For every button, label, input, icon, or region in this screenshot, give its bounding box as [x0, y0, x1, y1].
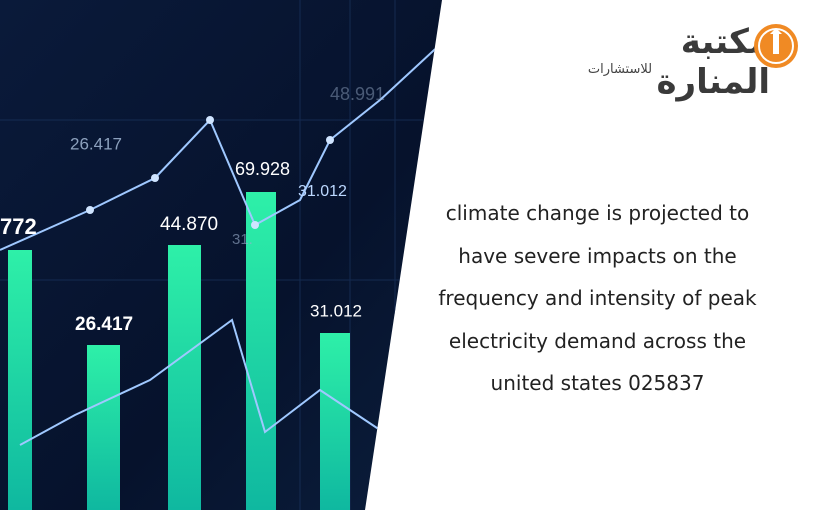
logo-subtitle: للاستشارات	[587, 62, 653, 77]
photo-background	[0, 0, 442, 510]
photo-line-points	[86, 116, 334, 229]
caption-line: climate change is projected to	[445, 201, 750, 225]
photo-label: 44.870	[160, 214, 218, 235]
photo-label: 26.417	[70, 134, 122, 153]
caption-line: have severe impacts on the	[458, 243, 737, 268]
photo-label: 26.417	[75, 314, 133, 335]
photo-label: 31.012	[298, 183, 347, 200]
photo-label: 31.	[232, 231, 253, 248]
caption-line: united states 025837	[490, 371, 705, 395]
photo-label: 69.928	[235, 159, 290, 179]
photo-label: 31.012	[310, 301, 362, 320]
caption-line: electricity demand across the	[448, 328, 747, 353]
stock-photo: 26.417 48.991 69.928 31.012 772 44.870 31. 26.4…	[0, 0, 442, 510]
photo-label: 772	[0, 214, 37, 239]
photo-bars	[8, 192, 350, 510]
logo-emblem	[754, 24, 798, 68]
photo-label: 48.991	[330, 84, 385, 104]
caption-line: frequency and intensity of peak	[438, 286, 757, 310]
photo-line	[19, 318, 381, 446]
